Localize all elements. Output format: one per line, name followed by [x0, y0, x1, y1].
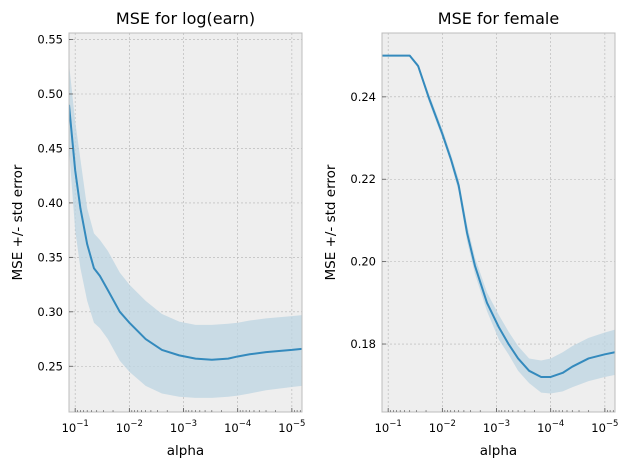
y-tick-label: 0.50	[37, 87, 63, 101]
y-tick-label: 0.55	[37, 33, 63, 47]
x-tick-label: 10−3	[170, 419, 197, 435]
data-point	[498, 327, 500, 329]
y-axis-label: MSE +/- std error	[323, 164, 339, 280]
x-axis-label: alpha	[167, 443, 204, 459]
data-point	[409, 55, 411, 57]
y-tick-label: 0.18	[350, 337, 376, 351]
data-point	[178, 354, 180, 356]
x-tick-label: 10−5	[591, 419, 618, 435]
data-point	[99, 275, 101, 277]
chart-title: MSE for log(earn)	[116, 9, 255, 28]
data-point	[562, 372, 564, 374]
chart-title: MSE for female	[438, 9, 559, 28]
data-point	[74, 169, 76, 171]
x-axis-label: alpha	[480, 443, 517, 459]
x-tick-label: 10−4	[537, 419, 564, 435]
y-tick-label: 0.35	[37, 250, 63, 264]
data-point	[249, 353, 251, 355]
data-point	[417, 65, 419, 67]
data-point	[161, 349, 163, 351]
chart-panel-1: 10−1 10−2 10−3 10−4 10−5 0.25 0.30 0.35 0.40 0.45…	[10, 9, 305, 459]
data-point	[195, 358, 197, 360]
chart-panel-2: 10−1 10−2 10−3 10−4 10−5 0.18 0.20 0.22 0.24 MSE …	[323, 9, 618, 459]
mse-line-1	[69, 104, 302, 361]
x-tick-label: 10−2	[116, 419, 143, 435]
data-point	[93, 267, 95, 269]
data-point	[441, 133, 443, 135]
series-group	[382, 54, 615, 394]
data-point	[428, 96, 430, 98]
data-point	[265, 351, 267, 353]
data-point	[128, 322, 130, 324]
x-tick-label: 10−2	[429, 419, 456, 435]
x-tick-label: 10−1	[62, 419, 89, 435]
y-axis-label: MSE +/- std error	[10, 164, 26, 280]
mse-line-1	[382, 54, 615, 378]
data-point	[291, 349, 293, 351]
data-point	[474, 265, 476, 267]
x-tick-label: 10−4	[224, 419, 251, 435]
data-point	[528, 370, 530, 372]
series-group	[69, 63, 302, 398]
data-point	[211, 359, 213, 361]
y-tick-label: 0.40	[37, 196, 63, 210]
data-point	[604, 353, 606, 355]
x-tick-label: 10−1	[375, 419, 402, 435]
x-tick-label: 10−5	[278, 419, 305, 435]
error-band-1	[69, 63, 302, 398]
y-tick-label: 0.25	[37, 359, 63, 373]
data-point	[486, 302, 488, 304]
data-point	[466, 232, 468, 234]
data-point	[227, 358, 229, 360]
data-point	[517, 357, 519, 359]
data-point	[540, 376, 542, 378]
plot-frame	[381, 32, 616, 413]
data-point	[550, 376, 552, 378]
y-tick-label: 0.45	[37, 141, 63, 155]
data-point	[119, 311, 121, 313]
x-tick-label: 10−3	[483, 419, 510, 435]
y-tick-label: 0.30	[37, 305, 63, 319]
data-point	[145, 338, 147, 340]
y-tick-label: 0.24	[350, 90, 376, 104]
data-point	[86, 243, 88, 245]
data-point	[458, 184, 460, 186]
data-point	[396, 55, 398, 57]
y-tick-label: 0.22	[350, 172, 376, 186]
data-point	[107, 289, 109, 291]
data-point	[450, 158, 452, 160]
data-point	[588, 357, 590, 359]
data-point	[79, 207, 81, 209]
data-point	[571, 366, 573, 368]
y-tick-label: 0.20	[350, 255, 376, 269]
data-point	[508, 343, 510, 345]
plot-frame	[68, 32, 303, 413]
data-point	[237, 355, 239, 357]
